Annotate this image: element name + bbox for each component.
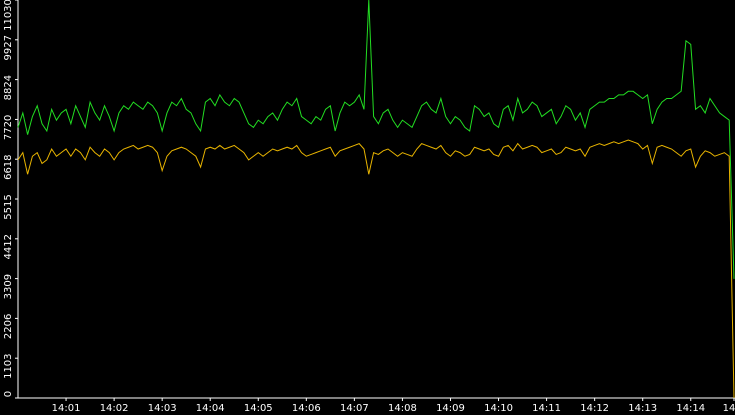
y-tick-label: 4412: [3, 234, 14, 259]
y-tick-label: 1103: [3, 353, 14, 378]
y-tick-label: 5515: [3, 194, 14, 219]
x-tick-label: 14:10: [484, 403, 513, 414]
x-tick-label: 14:08: [388, 403, 417, 414]
y-tick-label: 6618: [3, 154, 14, 179]
y-tick-label: 7720: [3, 115, 14, 140]
x-tick-label: 14:07: [340, 403, 369, 414]
x-tick-label: 14:11: [532, 403, 561, 414]
series-line: [17, 139, 735, 399]
y-tick-label: 3309: [3, 274, 14, 299]
y-tick-label: 11030: [3, 0, 14, 31]
x-tick-label: 14:01: [52, 403, 81, 414]
x-tick-label: 14:05: [244, 403, 273, 414]
y-tick-label: 8824: [3, 75, 14, 100]
x-tick-label: 14:12: [580, 403, 609, 414]
x-tick-label: 14:03: [148, 403, 177, 414]
x-tick-label: 14:13: [628, 403, 657, 414]
y-tick-label: 9927: [3, 35, 14, 60]
x-tick-label: 14:09: [436, 403, 465, 414]
x-tick-label: 14:02: [100, 403, 129, 414]
x-tick-label: 14:06: [292, 403, 321, 414]
y-tick-label: 0: [3, 391, 14, 397]
x-tick-label: 14:04: [196, 403, 225, 414]
series-line: [17, 0, 735, 279]
y-tick-label: 2206: [3, 314, 14, 339]
x-tick-label: 14:14: [676, 403, 705, 414]
x-tick-label: 14: [723, 403, 735, 414]
